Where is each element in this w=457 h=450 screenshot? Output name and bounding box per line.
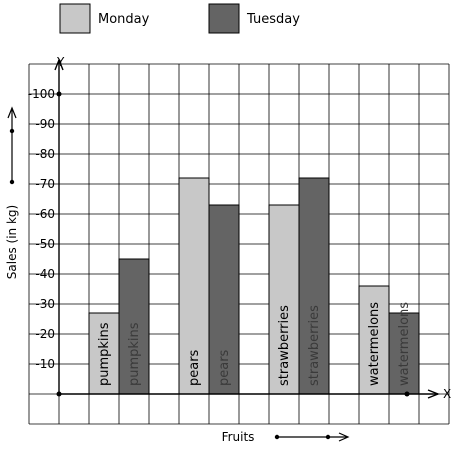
y-tick-label: -100 <box>28 87 55 101</box>
x-direction-arrow-head <box>338 432 350 442</box>
bar-label-pumpkins: pumpkins <box>97 322 112 386</box>
x-axis-arrow <box>427 389 440 399</box>
x-axis-marker: X <box>443 387 451 401</box>
legend-swatch-monday <box>59 3 91 34</box>
legend-label-tuesday: Tuesday <box>246 12 300 27</box>
y-direction-dot <box>9 128 15 134</box>
bars: pumpkins pumpkins pears pears strawberries st… <box>88 177 420 395</box>
y-direction-dot <box>9 179 15 185</box>
bar-label-pears: pears <box>217 349 232 386</box>
x-axis-dot <box>404 391 410 397</box>
bar-label-strawberries: strawberries <box>307 305 322 386</box>
bar-label-watermelons: watermelons <box>397 302 412 386</box>
y-direction-arrow-head <box>7 106 17 119</box>
origin-dot <box>56 391 62 397</box>
y-tick-label: -70 <box>35 177 55 191</box>
axes: -10 -20 -30 -40 -50 -60 -70 -80 -90 -100 <box>7 58 440 442</box>
y-axis-arrow <box>54 58 64 71</box>
y-tick-label: -60 <box>35 207 55 221</box>
x-axis-label: Fruits <box>222 430 255 444</box>
y-tick-label: -50 <box>35 237 55 251</box>
bar-monday-pumpkins <box>88 312 120 395</box>
y-tick-label: -10 <box>35 357 55 371</box>
legend-swatch-tuesday <box>208 3 240 34</box>
y-tick-label: -40 <box>35 267 55 281</box>
y-tick-label: -80 <box>35 147 55 161</box>
y-axis-label: Sales (in kg) <box>5 205 19 279</box>
bar-label-watermelons: watermelons <box>367 302 382 386</box>
bar-monday-strawberries <box>268 204 300 395</box>
legend: Monday Tuesday <box>59 3 300 34</box>
y-axis-marker: Y <box>56 55 65 69</box>
x-direction-dot <box>325 434 331 440</box>
y-tick-label: -90 <box>35 117 55 131</box>
bar-label-pumpkins: pumpkins <box>127 322 142 386</box>
bar-tuesday-watermelons <box>388 312 420 395</box>
y-tick-label: -30 <box>35 297 55 311</box>
bar-tuesday-strawberries <box>298 177 330 395</box>
legend-label-monday: Monday <box>98 12 150 27</box>
y-tick-label: -20 <box>35 327 55 341</box>
bar-label-strawberries: strawberries <box>277 305 292 386</box>
y-axis-dot <box>56 91 62 97</box>
bar-label-pears: pears <box>187 349 202 386</box>
x-direction-dot <box>274 434 280 440</box>
